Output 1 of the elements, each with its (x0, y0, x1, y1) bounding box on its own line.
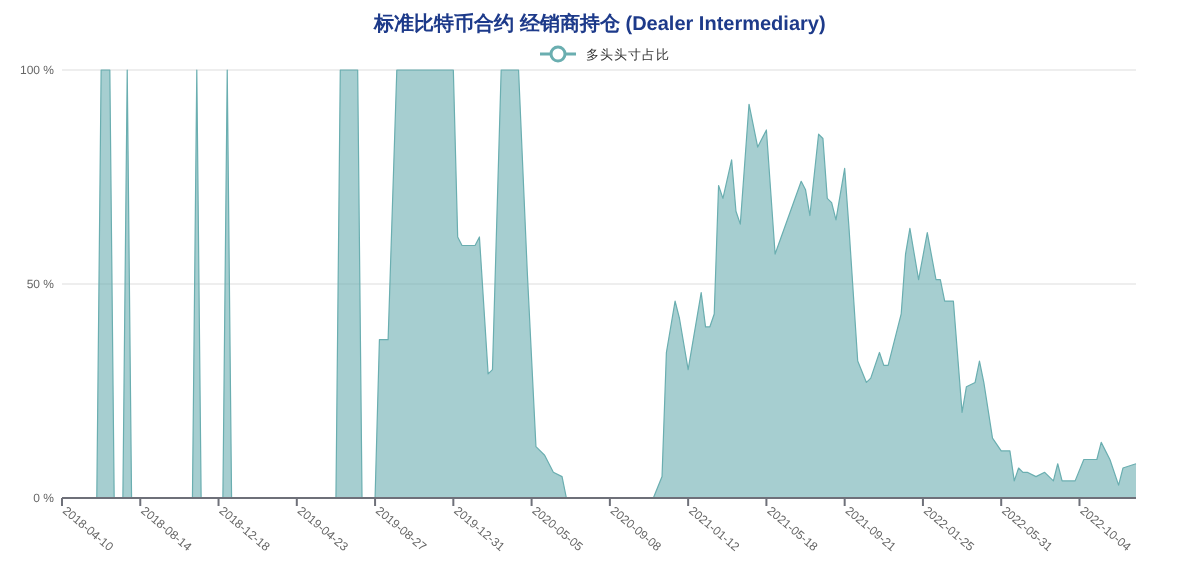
chart-title: 标准比特币合约 经销商持仓 (Dealer Intermediary) (372, 12, 826, 36)
